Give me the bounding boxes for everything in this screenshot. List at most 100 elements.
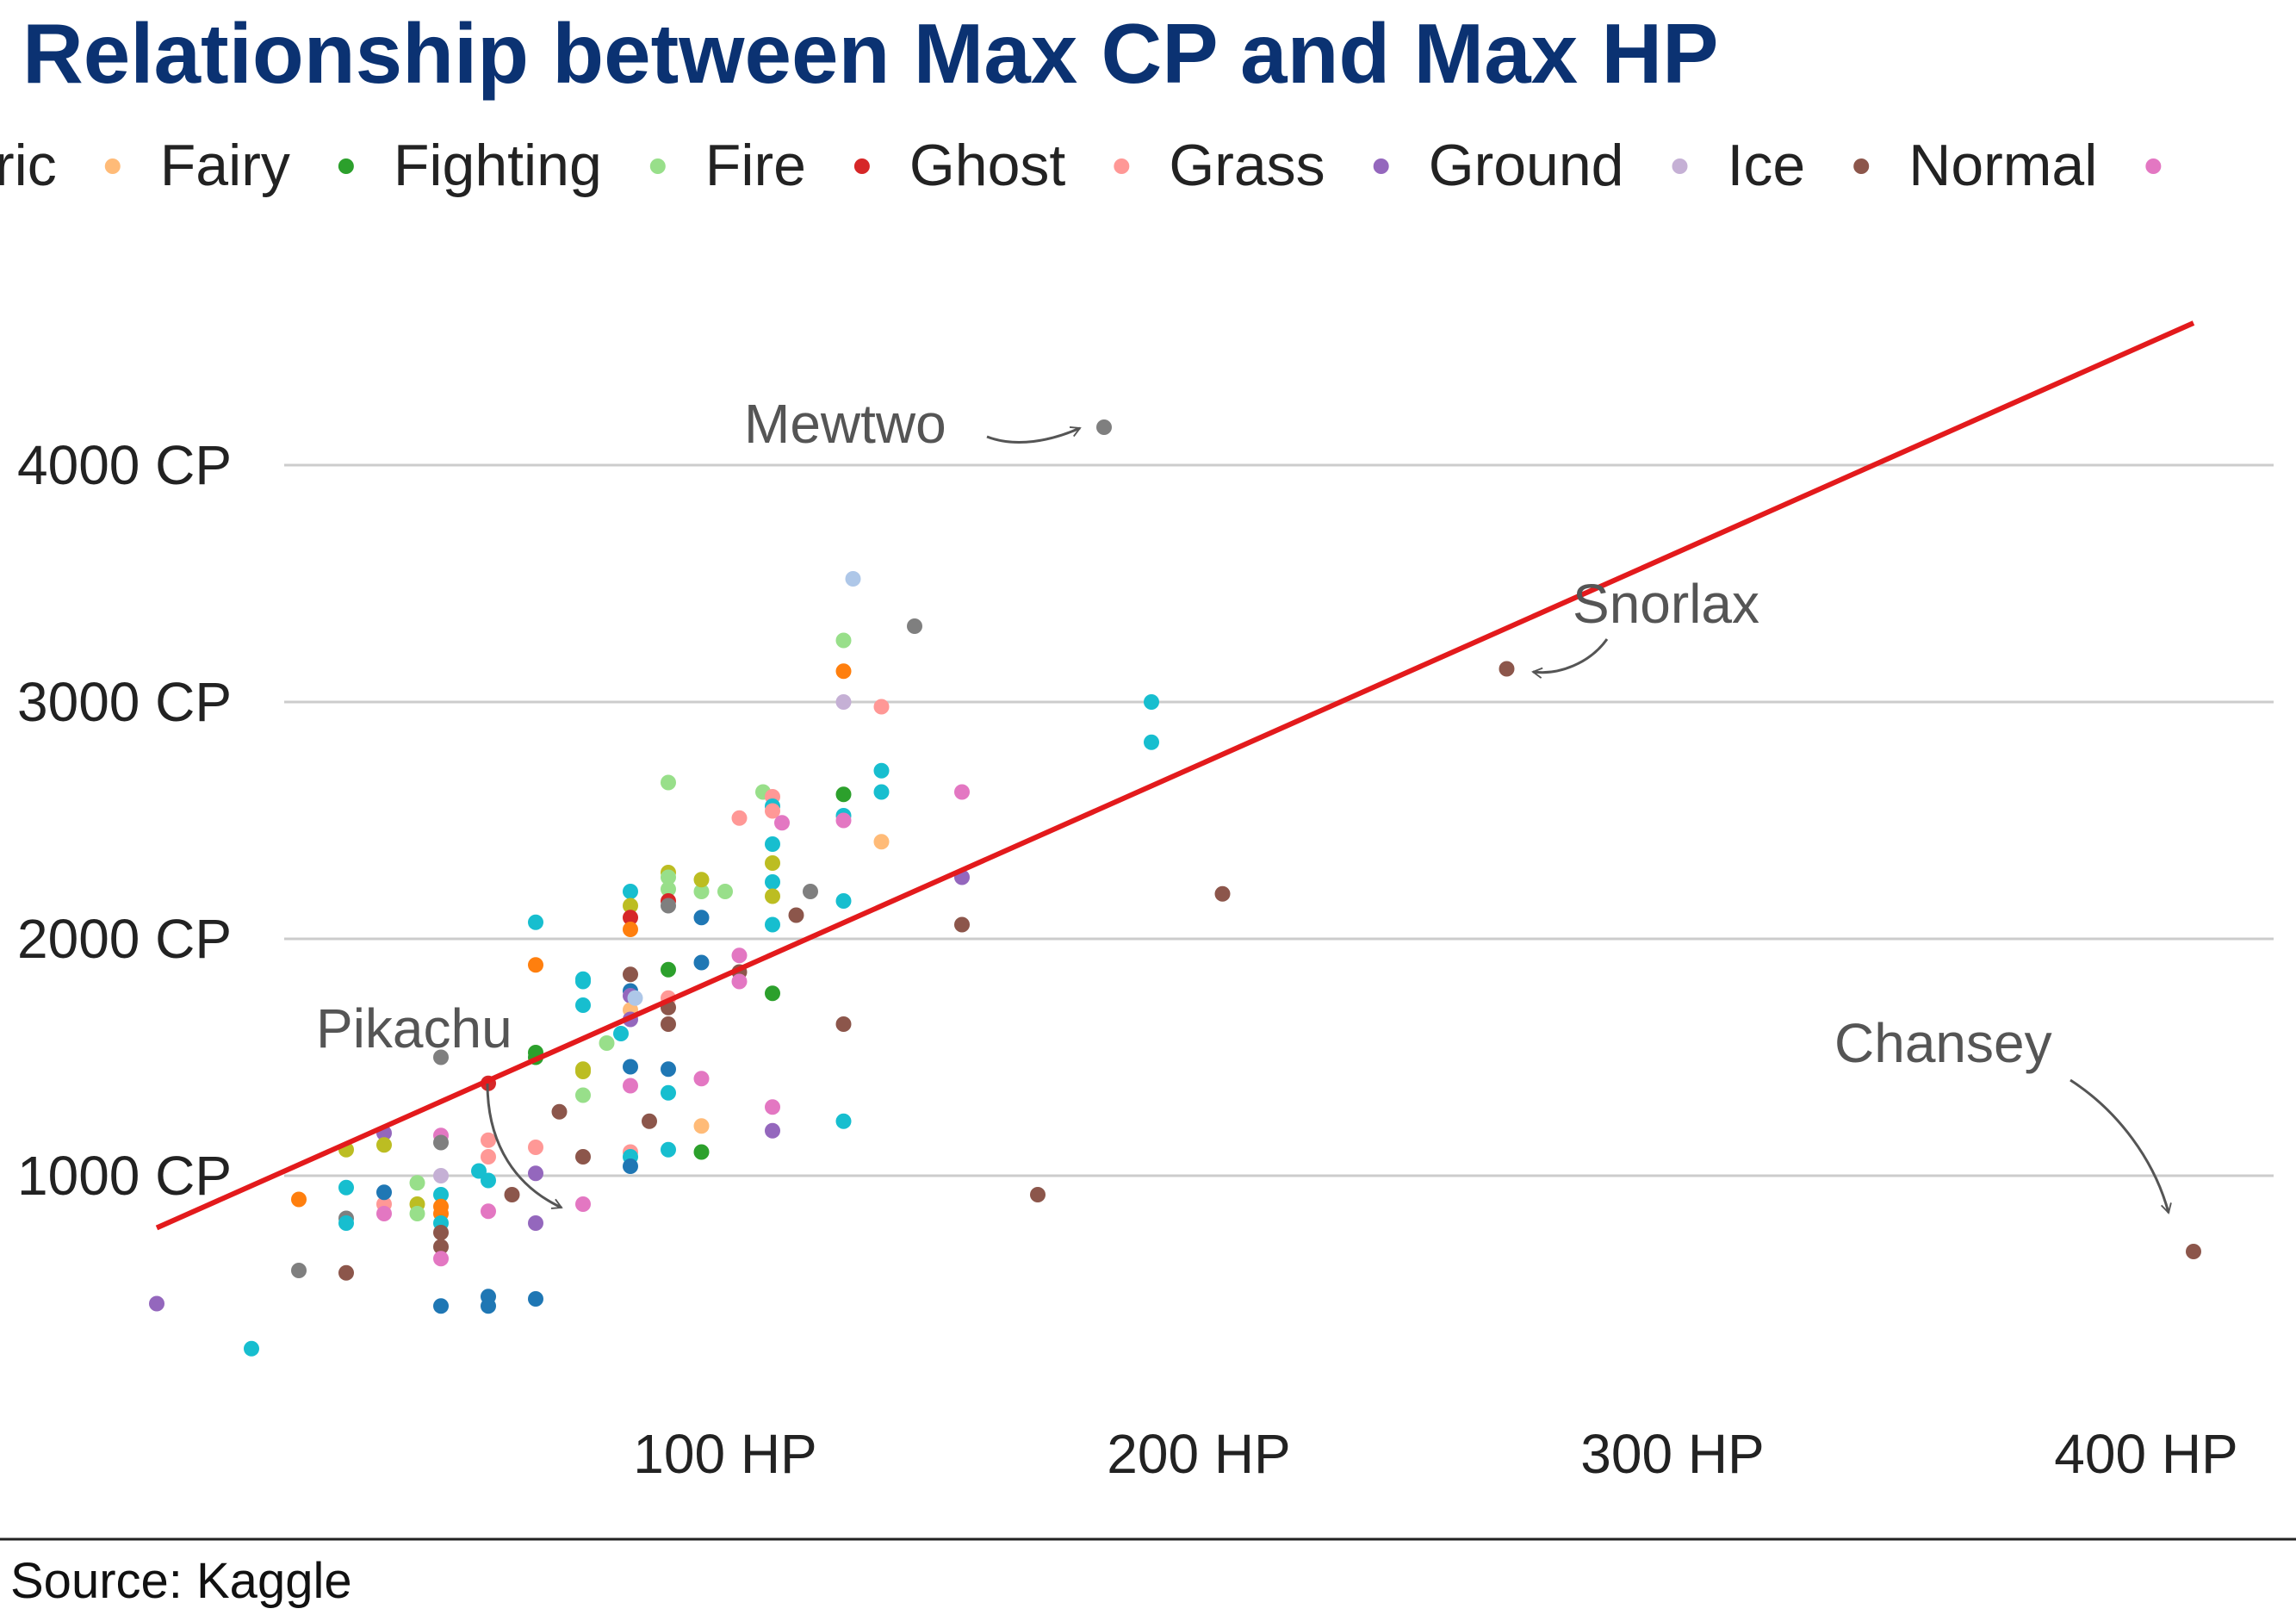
annotation-arrow-pikachu <box>486 1083 563 1209</box>
data-point-13 <box>376 1206 392 1221</box>
data-point-73 <box>661 774 676 791</box>
annotation-label-snorlax: Snorlax <box>1573 573 1759 635</box>
data-point-93 <box>717 884 733 899</box>
data-point-135 <box>1214 885 1231 902</box>
legend: ric Fairy Fighting Fire Ghost Grass Ground Ice N… <box>0 133 2162 198</box>
data-points <box>149 419 2201 1357</box>
legend-label-5: Grass <box>1169 133 1325 198</box>
data-point-37 <box>504 1187 520 1202</box>
data-point-44 <box>528 1215 543 1231</box>
data-point-38 <box>528 914 543 930</box>
trend-line <box>155 320 2195 1231</box>
data-point-39 <box>528 957 543 973</box>
data-point-83 <box>661 1061 676 1078</box>
annotation-pikachu: Pikachu <box>316 997 563 1209</box>
data-point-17 <box>433 1049 449 1065</box>
grid-lines <box>284 463 2274 1177</box>
data-point-88 <box>693 910 710 926</box>
data-point-48 <box>575 973 591 990</box>
legend-marker-3 <box>649 158 666 174</box>
data-point-21 <box>433 1187 449 1202</box>
data-point-112 <box>803 884 818 899</box>
data-point-27 <box>433 1251 449 1267</box>
data-point-136 <box>1499 661 1515 677</box>
legend-label-3: Fire <box>705 133 806 198</box>
data-point-34 <box>481 1203 496 1220</box>
data-point-43 <box>528 1165 543 1182</box>
legend-marker-6 <box>1373 158 1389 174</box>
legend-label-2: Fighting <box>394 133 602 198</box>
data-point-29 <box>471 1163 487 1179</box>
data-point-71 <box>627 990 643 1006</box>
data-point-52 <box>575 1087 591 1103</box>
data-point-10 <box>376 1184 392 1201</box>
data-point-76 <box>661 881 676 898</box>
data-point-36 <box>481 1298 496 1314</box>
data-point-91 <box>693 1118 710 1134</box>
data-point-31 <box>481 1172 496 1189</box>
data-point-102 <box>765 836 780 852</box>
data-point-4 <box>291 1191 307 1208</box>
data-point-86 <box>693 884 710 899</box>
data-point-131 <box>1030 1187 1046 1202</box>
data-point-6 <box>338 1179 354 1196</box>
data-point-132 <box>1096 419 1112 435</box>
y-tick-label-1000: 1000 CP <box>17 1145 232 1207</box>
data-point-56 <box>613 1026 629 1041</box>
data-point-51 <box>575 1064 591 1079</box>
legend-marker-4 <box>853 158 870 174</box>
x-axis: 100 HP 200 HP 300 HP 400 HP <box>633 1423 2237 1485</box>
annotation-label-pikachu: Pikachu <box>316 997 512 1059</box>
data-point-108 <box>765 1099 780 1115</box>
data-point-84 <box>661 1084 676 1101</box>
data-point-20 <box>433 1168 449 1183</box>
annotation-mewtwo: Mewtwo <box>744 393 1082 455</box>
data-point-19 <box>433 1134 449 1151</box>
data-point-54 <box>575 1196 591 1212</box>
data-point-66 <box>623 1059 638 1075</box>
data-point-120 <box>835 1016 852 1032</box>
data-point-115 <box>835 694 852 710</box>
data-point-46 <box>551 1103 568 1120</box>
data-point-113 <box>835 632 852 649</box>
y-axis: 1000 CP 2000 CP 3000 CP 4000 CP <box>17 434 232 1207</box>
legend-marker-9 <box>2145 158 2162 174</box>
data-point-125 <box>873 784 890 800</box>
data-point-92 <box>693 1144 710 1160</box>
data-point-101 <box>765 803 780 819</box>
data-point-134 <box>1144 734 1159 750</box>
data-point-105 <box>765 888 780 904</box>
data-point-67 <box>623 1078 638 1094</box>
data-point-12 <box>376 1137 392 1153</box>
source-note: Source: Kaggle <box>10 1553 352 1609</box>
data-point-32 <box>481 1132 496 1148</box>
y-tick-label-2000: 2000 CP <box>17 908 232 970</box>
annotation-chansey: Chansey <box>1834 1012 2172 1214</box>
data-point-70 <box>623 1158 638 1174</box>
legend-marker-2 <box>338 158 354 174</box>
legend-label-4: Ghost <box>909 133 1066 198</box>
data-point-82 <box>661 1016 676 1032</box>
data-point-119 <box>835 893 852 909</box>
data-point-126 <box>873 834 890 850</box>
legend-marker-7 <box>1672 158 1688 174</box>
data-point-89 <box>693 954 710 971</box>
x-tick-label-300: 300 HP <box>1580 1423 1764 1485</box>
legend-label-7: Ice <box>1728 133 1806 198</box>
data-point-53 <box>575 1149 591 1165</box>
chart-title: Relationship between Max CP and Max HP <box>22 6 1719 101</box>
data-point-16 <box>409 1206 425 1221</box>
data-point-109 <box>765 1122 780 1139</box>
data-point-137 <box>2186 1244 2201 1259</box>
data-point-28 <box>433 1298 449 1314</box>
data-point-118 <box>835 812 852 829</box>
annotation-arrow-snorlax <box>1531 638 1609 679</box>
data-point-106 <box>765 916 780 933</box>
x-tick-label-100: 100 HP <box>633 1423 816 1485</box>
data-point-25 <box>433 1225 449 1240</box>
data-point-57 <box>623 884 638 899</box>
data-point-114 <box>835 663 852 680</box>
data-point-128 <box>954 784 970 800</box>
data-point-97 <box>731 973 748 990</box>
